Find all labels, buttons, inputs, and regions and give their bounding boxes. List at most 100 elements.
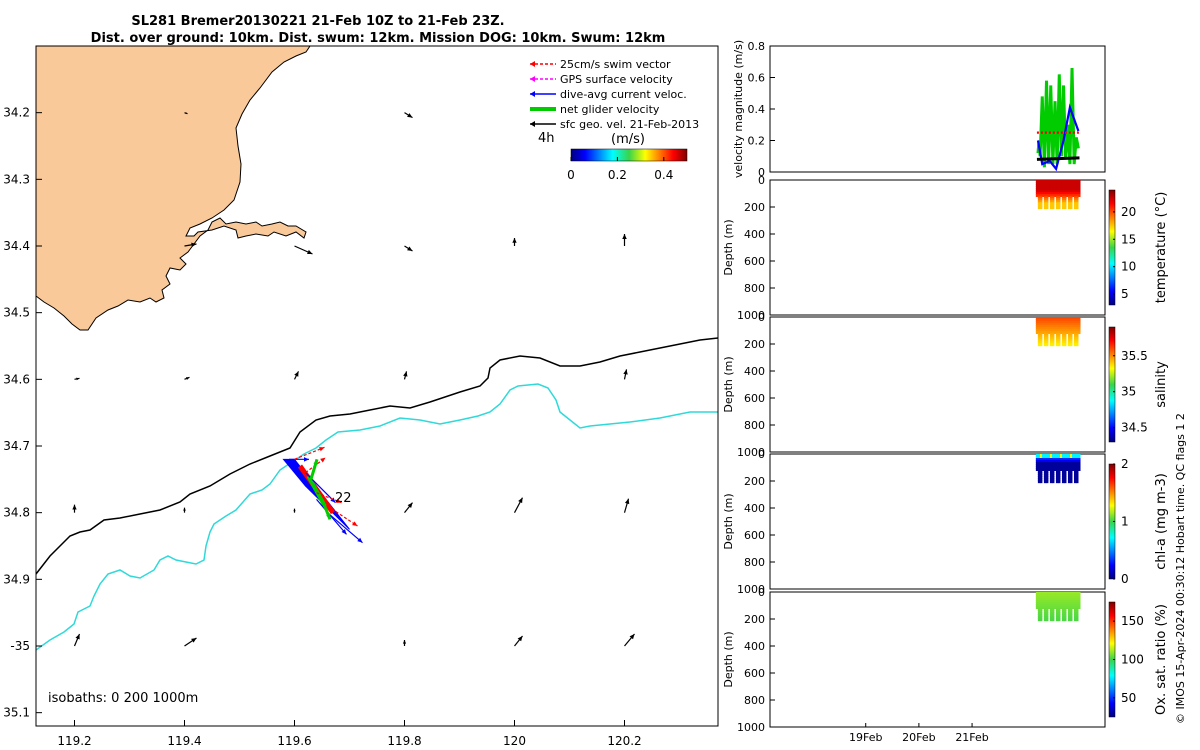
section-cell (1065, 329, 1069, 332)
section-cell (1063, 464, 1067, 467)
section-cell (1055, 186, 1059, 189)
section-cell (1051, 466, 1055, 469)
section-cell (1049, 606, 1053, 609)
section-cell (1059, 319, 1063, 322)
section-cell (1053, 462, 1057, 465)
section-cell (1051, 468, 1055, 471)
section-cell (1047, 462, 1051, 465)
section-cell (1067, 204, 1071, 208)
velocity-y-tick-label: 0 (758, 166, 765, 179)
section-cell (1037, 462, 1041, 465)
section-cell (1049, 456, 1053, 459)
title-line-1: SL281 Bremer20130221 21-Feb 10Z to 21-Fe… (131, 14, 504, 29)
section-cell (1075, 182, 1079, 185)
section-cell (1041, 182, 1045, 185)
section-cell (1051, 319, 1055, 322)
map-x-tick-label: 120 (503, 734, 526, 748)
geo-vector-arrow (72, 504, 77, 513)
section-cell (1063, 596, 1067, 599)
section-cell (1037, 476, 1041, 480)
section-cell (1043, 186, 1047, 189)
section-cell (1078, 188, 1081, 191)
section-cell (1037, 480, 1041, 484)
section-cell (1043, 474, 1047, 478)
section-cell (1047, 192, 1051, 195)
section-cell (1063, 321, 1067, 324)
section-cell (1045, 323, 1049, 326)
depth-axis-label: Depth (m) (722, 631, 735, 687)
section-cell (1061, 610, 1065, 614)
geo-vector-arrow (513, 497, 524, 513)
legend-entry-swim: 25cm/s swim vector (530, 58, 671, 71)
section-cell (1043, 458, 1047, 461)
section-cell (1067, 616, 1071, 620)
section-cell (1063, 319, 1067, 322)
map-x-ticks: 119.2 119.4 119.6 119.8 120 120.2 (57, 720, 642, 748)
section-cell (1078, 190, 1081, 193)
section-cell (1078, 600, 1081, 603)
section-cell (1055, 608, 1059, 612)
geo-vector-arrow (293, 371, 300, 380)
section-cell (1073, 610, 1077, 614)
section-cell (1045, 325, 1049, 328)
section-cell (1045, 460, 1049, 463)
section-cell (1069, 458, 1073, 461)
section-cell (1045, 598, 1049, 601)
colorbar-tick-label: 35 (1121, 385, 1136, 399)
section-cell (1037, 466, 1041, 469)
section-cell (1078, 462, 1081, 465)
section-cell (1061, 200, 1065, 204)
track-vector-swim (327, 505, 358, 527)
section-cell (1075, 335, 1079, 339)
section-cell (1057, 600, 1061, 603)
section-cell (1051, 331, 1055, 334)
section-cell (1069, 462, 1073, 465)
section-cell (1061, 602, 1065, 605)
section-cell (1041, 319, 1045, 322)
section-cell (1043, 596, 1047, 599)
section-cell (1067, 600, 1071, 603)
geo-vector-arrow (184, 376, 190, 380)
section-cell (1069, 608, 1073, 612)
colorbar-tick-label: 0.4 (654, 168, 673, 182)
section-cell (1057, 184, 1061, 187)
section-cell (1043, 614, 1047, 618)
section-cell (1039, 596, 1043, 599)
section-cell (1051, 478, 1055, 482)
section-cell (1071, 323, 1075, 326)
section-cell (1053, 594, 1057, 597)
depth-axis-label: Depth (m) (722, 493, 735, 549)
section-cell (1057, 604, 1061, 607)
section-cell (1037, 478, 1041, 482)
section-cell (1041, 184, 1045, 187)
section-cell (1073, 337, 1077, 341)
velocity-y-tick-label: 0.4 (748, 103, 766, 116)
section-cell (1053, 180, 1057, 183)
section-cell (1073, 206, 1077, 210)
map-y-tick-label: 34.3 (3, 172, 30, 186)
section-cell (1045, 337, 1049, 341)
section-cell (1063, 592, 1067, 595)
section-cell (1078, 454, 1081, 457)
section-cell (1057, 466, 1061, 469)
section-cell (1043, 612, 1047, 616)
depth-tick-label: 0 (758, 448, 765, 461)
map-y-tick-label: 34.8 (3, 506, 30, 520)
section-cell (1067, 339, 1071, 343)
section-cell (1037, 200, 1041, 204)
section-cell (1067, 329, 1071, 332)
section-cell (1067, 470, 1071, 474)
section-cell (1075, 612, 1079, 616)
geo-vector-arrow (404, 112, 413, 119)
section-cell (1043, 331, 1047, 334)
depth-tick-label: 400 (744, 365, 765, 378)
section-cell (1063, 616, 1067, 620)
section-cell (1057, 594, 1061, 597)
section-cell (1037, 470, 1041, 474)
section-cell (1037, 454, 1041, 457)
section-cell (1049, 466, 1053, 469)
section-cell (1043, 602, 1047, 605)
section-cell (1073, 321, 1077, 324)
section-cell (1041, 466, 1045, 469)
track-map: 22 119.2 119.4 119.6 119.8 120 120.2 34.2 34.3… (3, 45, 719, 748)
